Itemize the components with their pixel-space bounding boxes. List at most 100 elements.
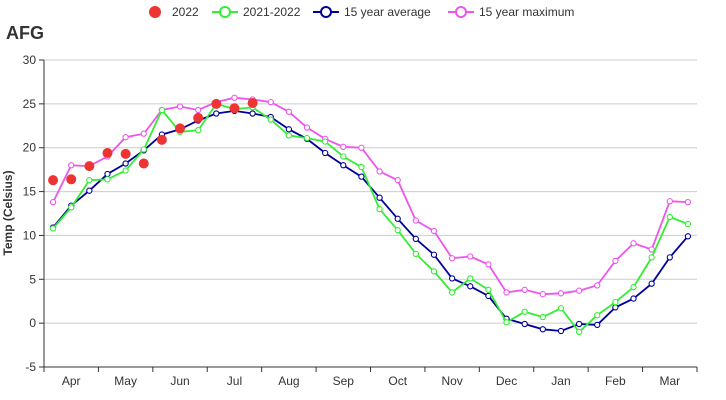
data-point-2022[interactable]	[247, 97, 258, 108]
data-point-15-year-maximum[interactable]	[539, 291, 546, 298]
data-point-15-year-maximum[interactable]	[394, 177, 401, 184]
data-point-15-year-average[interactable]	[285, 126, 293, 133]
data-point-15-year-maximum[interactable]	[195, 106, 202, 114]
data-point-2021-2022[interactable]	[430, 268, 438, 275]
data-point-2021-2022[interactable]	[340, 153, 347, 160]
data-point-2022[interactable]	[193, 112, 204, 123]
data-point-15-year-maximum[interactable]	[376, 168, 383, 175]
data-point-15-year-average[interactable]	[358, 173, 365, 180]
data-point-2021-2022[interactable]	[303, 134, 311, 142]
data-point-2021-2022[interactable]	[521, 308, 528, 315]
data-point-15-year-maximum[interactable]	[231, 94, 238, 101]
data-point-15-year-maximum[interactable]	[612, 257, 619, 265]
data-point-15-year-maximum[interactable]	[430, 227, 438, 235]
data-point-15-year-average[interactable]	[394, 215, 401, 222]
data-point-15-year-maximum[interactable]	[557, 290, 565, 297]
data-point-15-year-maximum[interactable]	[412, 217, 419, 224]
data-point-15-year-average[interactable]	[249, 110, 256, 117]
data-point-15-year-maximum[interactable]	[340, 143, 347, 150]
data-point-15-year-average[interactable]	[430, 251, 438, 258]
data-point-15-year-average[interactable]	[575, 320, 583, 328]
data-point-2022[interactable]	[175, 123, 186, 134]
data-point-15-year-maximum[interactable]	[485, 261, 492, 268]
data-point-15-year-maximum[interactable]	[575, 287, 583, 294]
data-point-15-year-maximum[interactable]	[358, 144, 365, 151]
data-point-15-year-average[interactable]	[684, 233, 692, 240]
data-point-2021-2022[interactable]	[594, 312, 601, 319]
legend-item-2022[interactable]: 2022	[149, 5, 199, 19]
data-point-2021-2022[interactable]	[448, 289, 456, 296]
data-point-15-year-average[interactable]	[448, 275, 456, 282]
data-point-15-year-average[interactable]	[86, 187, 93, 194]
data-point-2022[interactable]	[138, 158, 149, 169]
data-point-2021-2022[interactable]	[485, 286, 492, 293]
data-point-2021-2022[interactable]	[358, 163, 365, 171]
data-point-2022[interactable]	[156, 134, 167, 145]
data-point-15-year-maximum[interactable]	[176, 103, 184, 110]
legend-item-15-year-average[interactable]: 15 year average	[313, 5, 431, 19]
data-point-2021-2022[interactable]	[557, 305, 565, 312]
data-point-2021-2022[interactable]	[158, 106, 166, 114]
data-point-2021-2022[interactable]	[648, 254, 655, 261]
data-point-15-year-maximum[interactable]	[122, 134, 129, 141]
data-point-15-year-average[interactable]	[122, 160, 129, 167]
data-point-2021-2022[interactable]	[467, 275, 474, 282]
data-point-15-year-maximum[interactable]	[140, 130, 147, 137]
data-point-2021-2022[interactable]	[195, 127, 202, 134]
data-point-2021-2022[interactable]	[267, 116, 274, 123]
legend-item-15-year-maximum[interactable]: 15 year maximum	[448, 5, 574, 19]
data-point-2021-2022[interactable]	[140, 146, 147, 153]
data-point-2021-2022[interactable]	[285, 132, 293, 139]
data-point-15-year-average[interactable]	[412, 235, 419, 243]
data-point-15-year-maximum[interactable]	[666, 198, 673, 205]
data-point-2021-2022[interactable]	[684, 220, 692, 228]
data-point-2022[interactable]	[66, 174, 77, 185]
data-point-2021-2022[interactable]	[104, 176, 111, 183]
data-point-15-year-average[interactable]	[322, 149, 329, 157]
data-point-15-year-average[interactable]	[376, 194, 383, 201]
legend-item-2021-2022[interactable]: 2021-2022	[212, 5, 301, 19]
data-point-15-year-maximum[interactable]	[303, 124, 311, 131]
data-point-2021-2022[interactable]	[666, 213, 673, 221]
data-point-2021-2022[interactable]	[86, 177, 93, 184]
data-point-15-year-average[interactable]	[594, 321, 601, 329]
data-point-15-year-maximum[interactable]	[267, 98, 274, 106]
data-point-2021-2022[interactable]	[122, 167, 129, 174]
data-point-15-year-maximum[interactable]	[648, 246, 655, 253]
data-point-2021-2022[interactable]	[539, 313, 546, 321]
data-point-15-year-maximum[interactable]	[503, 289, 510, 296]
data-point-15-year-maximum[interactable]	[684, 198, 692, 206]
data-point-15-year-average[interactable]	[612, 304, 619, 311]
data-point-2021-2022[interactable]	[49, 225, 57, 232]
data-point-2021-2022[interactable]	[503, 319, 510, 326]
data-point-15-year-maximum[interactable]	[467, 253, 474, 260]
data-point-15-year-average[interactable]	[539, 326, 546, 333]
data-point-2022[interactable]	[84, 161, 95, 172]
data-point-15-year-maximum[interactable]	[594, 282, 601, 289]
data-point-2022[interactable]	[211, 98, 222, 109]
data-point-2021-2022[interactable]	[412, 250, 419, 257]
data-point-2021-2022[interactable]	[322, 138, 329, 145]
data-point-2022[interactable]	[102, 147, 113, 158]
data-point-2021-2022[interactable]	[612, 298, 619, 306]
data-point-15-year-average[interactable]	[648, 280, 655, 287]
data-point-15-year-maximum[interactable]	[521, 286, 528, 293]
data-point-2022[interactable]	[120, 148, 131, 159]
data-point-15-year-maximum[interactable]	[68, 162, 75, 169]
data-point-15-year-average[interactable]	[213, 110, 220, 117]
data-point-15-year-average[interactable]	[340, 162, 347, 169]
data-point-15-year-average[interactable]	[104, 170, 111, 178]
data-point-15-year-average[interactable]	[521, 320, 528, 328]
data-point-2021-2022[interactable]	[575, 328, 583, 336]
data-point-15-year-maximum[interactable]	[448, 255, 456, 262]
data-point-15-year-maximum[interactable]	[285, 108, 293, 115]
data-point-15-year-average[interactable]	[630, 295, 637, 302]
data-point-15-year-maximum[interactable]	[630, 240, 637, 247]
data-point-15-year-average[interactable]	[467, 283, 474, 290]
data-point-2021-2022[interactable]	[68, 204, 75, 211]
data-point-15-year-average[interactable]	[666, 254, 673, 261]
data-point-2022[interactable]	[48, 175, 59, 186]
data-point-15-year-average[interactable]	[557, 327, 565, 335]
data-point-2021-2022[interactable]	[630, 284, 637, 291]
data-point-2022[interactable]	[229, 103, 240, 114]
